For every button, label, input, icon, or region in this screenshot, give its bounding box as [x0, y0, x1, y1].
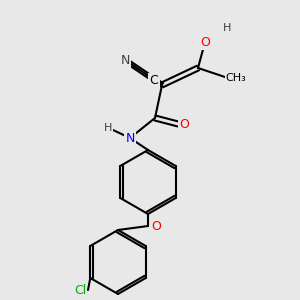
Text: C: C — [150, 74, 158, 88]
Text: O: O — [200, 35, 210, 49]
Text: Cl: Cl — [74, 284, 86, 296]
Text: N: N — [120, 53, 130, 67]
Text: H: H — [104, 123, 112, 133]
Text: H: H — [223, 23, 231, 33]
Text: N: N — [125, 131, 135, 145]
Text: O: O — [179, 118, 189, 131]
Text: CH₃: CH₃ — [226, 73, 246, 83]
Text: O: O — [151, 220, 161, 232]
